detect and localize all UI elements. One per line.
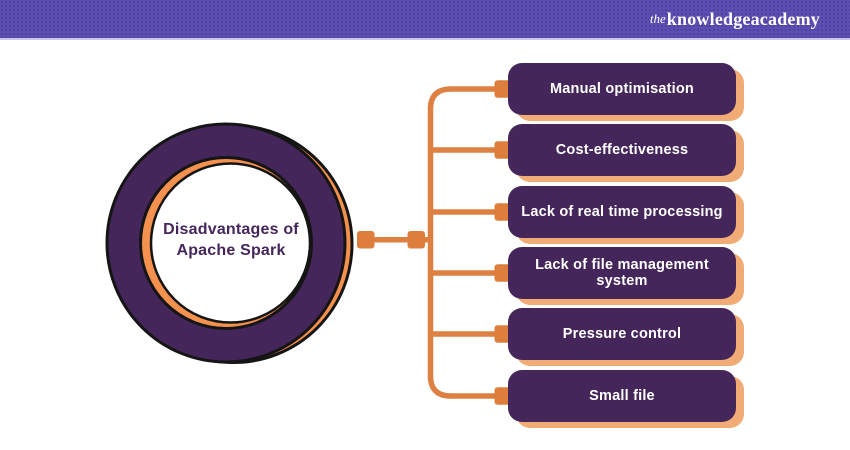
hub-circle [105,122,354,364]
box-lack-file-management-system: Lack of file management system [508,247,736,299]
connector-node-item-6 [494,387,512,405]
connector-node-item-5 [494,325,512,343]
connector-trunk [427,86,498,399]
logo-knowledge: knowledge [666,8,751,29]
hub-inner-outline [139,156,313,330]
logo-the: the [649,11,666,26]
hub-title: Disadvantages of Apache Spark [131,219,331,261]
box-cost-effectiveness: Cost-effectiveness [508,124,736,176]
connector-node-hub-2 [407,231,425,249]
hub-title-line2: Apache Spark [176,242,286,259]
hub-title-line1: Disadvantages of [163,221,299,238]
connector-node-item-2 [494,141,512,159]
hub-outer-outline [105,122,347,364]
knowledge-academy-logo: the knowledge academy [650,0,820,38]
connector-node-item-4 [494,264,512,282]
logo-academy: academy [750,8,820,29]
box-small-file: Small file [508,370,736,422]
box-pressure-control: Pressure control [508,308,736,360]
connector-node-hub-1 [357,231,375,249]
connector-node-item-1 [494,80,512,98]
hub-purple-ring [107,124,345,362]
box-manual-optimisation: Manual optimisation [508,63,736,115]
header-bar: the knowledge academy [0,0,850,40]
hub-white-core [149,162,312,324]
box-lack-real-time-processing: Lack of real time processing [508,186,736,238]
connector-node-item-3 [494,203,512,221]
